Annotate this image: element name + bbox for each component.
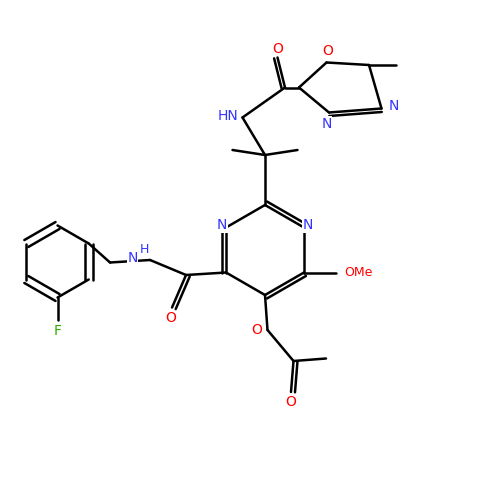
Text: N: N [303,218,313,232]
Text: N: N [389,99,399,113]
Text: H: H [140,242,148,256]
Text: O: O [286,395,296,409]
Text: O: O [251,324,262,338]
Text: N: N [217,218,227,232]
Text: N: N [322,116,332,130]
Text: OMe: OMe [344,266,372,279]
Text: F: F [54,324,62,338]
Text: O: O [272,42,283,56]
Text: N: N [128,250,138,264]
Text: HN: HN [218,110,239,124]
Text: O: O [322,44,333,59]
Text: O: O [166,312,176,326]
